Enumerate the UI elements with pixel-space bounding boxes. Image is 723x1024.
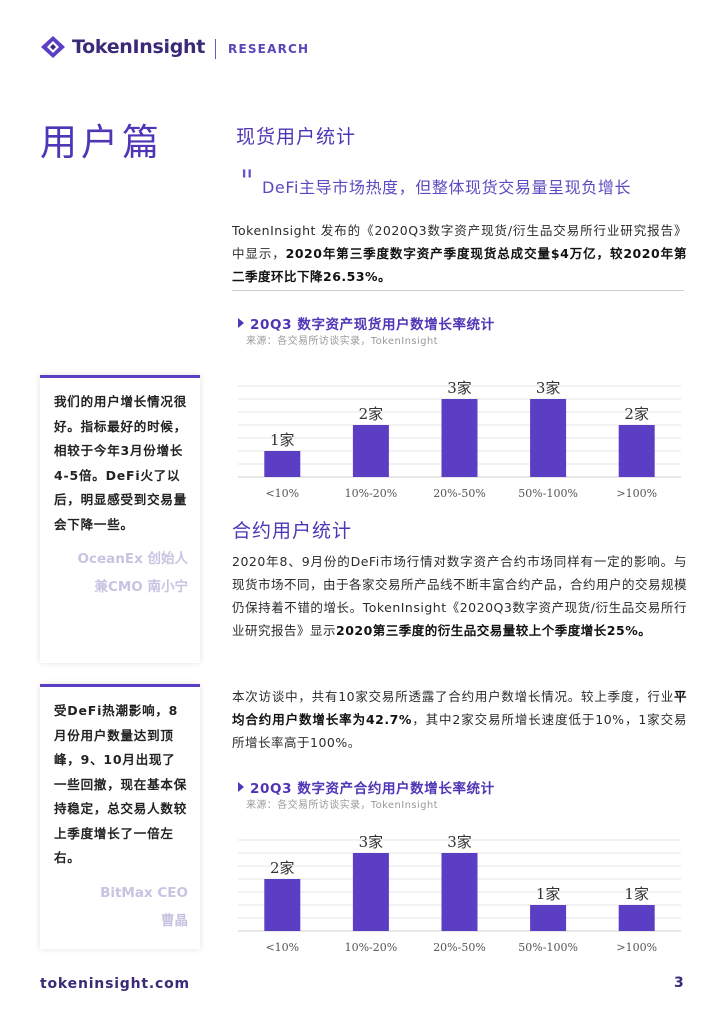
page-number: 3 bbox=[674, 975, 684, 991]
sidebar-quote-1: 我们的用户增长情况很好。指标最好的时候，相较于今年3月份增长4-5倍。DeFi火… bbox=[40, 375, 200, 663]
chart-title-bullet-icon bbox=[238, 782, 244, 792]
bar bbox=[264, 879, 301, 931]
chart1-title: 20Q3 数字资产现货用户数增长率统计 bbox=[238, 313, 495, 333]
spot-user-growth-chart: 1家 <10% 2家 10%-20% 3家 20%-50% 3家 50%-100% 2家 >100… bbox=[238, 379, 681, 500]
footer-url[interactable]: tokeninsight.com bbox=[40, 976, 190, 992]
chart2-source: 来源：各交易所访谈实录，TokenInsight bbox=[246, 800, 438, 811]
sidebar-quote-1-text: 我们的用户增长情况很好。指标最好的时候，相较于今年3月份增长4-5倍。DeFi火… bbox=[54, 394, 188, 532]
bar bbox=[441, 399, 478, 477]
contract-paragraph-2: 本次访谈中，共有10家交易所透露了合约用户数增长情况。较上季度，行业平均合约用户… bbox=[232, 689, 687, 750]
chart2-title: 20Q3 数字资产合约用户数增长率统计 bbox=[238, 777, 495, 797]
brand-name: TokenInsight bbox=[72, 36, 206, 58]
data-label: 1家 bbox=[270, 431, 295, 449]
chart1-source: 来源：各交易所访谈实录，TokenInsight bbox=[246, 336, 438, 347]
contract-paragraph-1: 2020年8、9月份的DeFi市场行情对数字资产合约市场同样有一定的影响。与现货… bbox=[232, 554, 688, 638]
page-title: 用户篇 bbox=[40, 121, 163, 164]
data-label: 2家 bbox=[624, 405, 649, 423]
brand-divider bbox=[215, 39, 216, 59]
contract-user-growth-chart: 2家 <10% 3家 10%-20% 3家 20%-50% 1家 50%-100% 1家 >100… bbox=[238, 833, 681, 954]
tick-label: 20%-50% bbox=[433, 487, 486, 500]
brand-subtitle: RESEARCH bbox=[228, 42, 310, 56]
spot-quote: DeFi主导市场热度，但整体现货交易量呈现负增长 bbox=[262, 178, 632, 197]
contract-heading: 合约用户统计 bbox=[232, 520, 353, 542]
tick-label: <10% bbox=[265, 941, 299, 954]
sidebar-quote-2-attribution: BitMax CEO 曹晶 bbox=[100, 884, 188, 929]
sidebar-quote-2: 受DeFi热潮影响，8月份用户数量达到顶峰，9、10月出现了一些回撤，现在基本保… bbox=[40, 684, 200, 949]
data-label: 3家 bbox=[447, 833, 472, 851]
bar bbox=[264, 451, 301, 477]
bar bbox=[530, 399, 567, 477]
data-label: 2家 bbox=[270, 859, 295, 877]
tick-label: >100% bbox=[616, 941, 657, 954]
sidebar-quote-2-text: 受DeFi热潮影响，8月份用户数量达到顶峰，9、10月出现了一些回撤，现在基本保… bbox=[54, 703, 188, 865]
bar bbox=[618, 905, 655, 931]
section-divider bbox=[232, 290, 684, 291]
bar bbox=[618, 425, 655, 477]
spot-paragraph: TokenInsight 发布的《2020Q3数字资产现货/衍生品交易所行业研究… bbox=[232, 223, 687, 284]
tick-label: <10% bbox=[265, 487, 299, 500]
data-label: 3家 bbox=[359, 833, 384, 851]
bar bbox=[530, 905, 567, 931]
tick-label: >100% bbox=[616, 487, 657, 500]
spot-heading: 现货用户统计 bbox=[236, 126, 357, 148]
bar bbox=[352, 425, 389, 477]
bar bbox=[441, 853, 478, 931]
tick-label: 50%-100% bbox=[518, 941, 578, 954]
tick-label: 20%-50% bbox=[433, 941, 486, 954]
data-label: 3家 bbox=[536, 379, 561, 397]
data-label: 1家 bbox=[536, 885, 561, 903]
sidebar-quote-1-attribution: OceanEx 创始人 兼CMO 南小宁 bbox=[77, 551, 189, 595]
tokeninsight-logo-icon bbox=[41, 36, 65, 58]
chart-title-bullet-icon bbox=[238, 318, 244, 328]
data-label: 1家 bbox=[624, 885, 649, 903]
quote-mark-icon: " bbox=[240, 164, 254, 199]
tick-label: 50%-100% bbox=[518, 487, 578, 500]
tick-label: 10%-20% bbox=[345, 487, 398, 500]
bar bbox=[352, 853, 389, 931]
data-label: 2家 bbox=[359, 405, 384, 423]
data-label: 3家 bbox=[447, 379, 472, 397]
tick-label: 10%-20% bbox=[345, 941, 398, 954]
